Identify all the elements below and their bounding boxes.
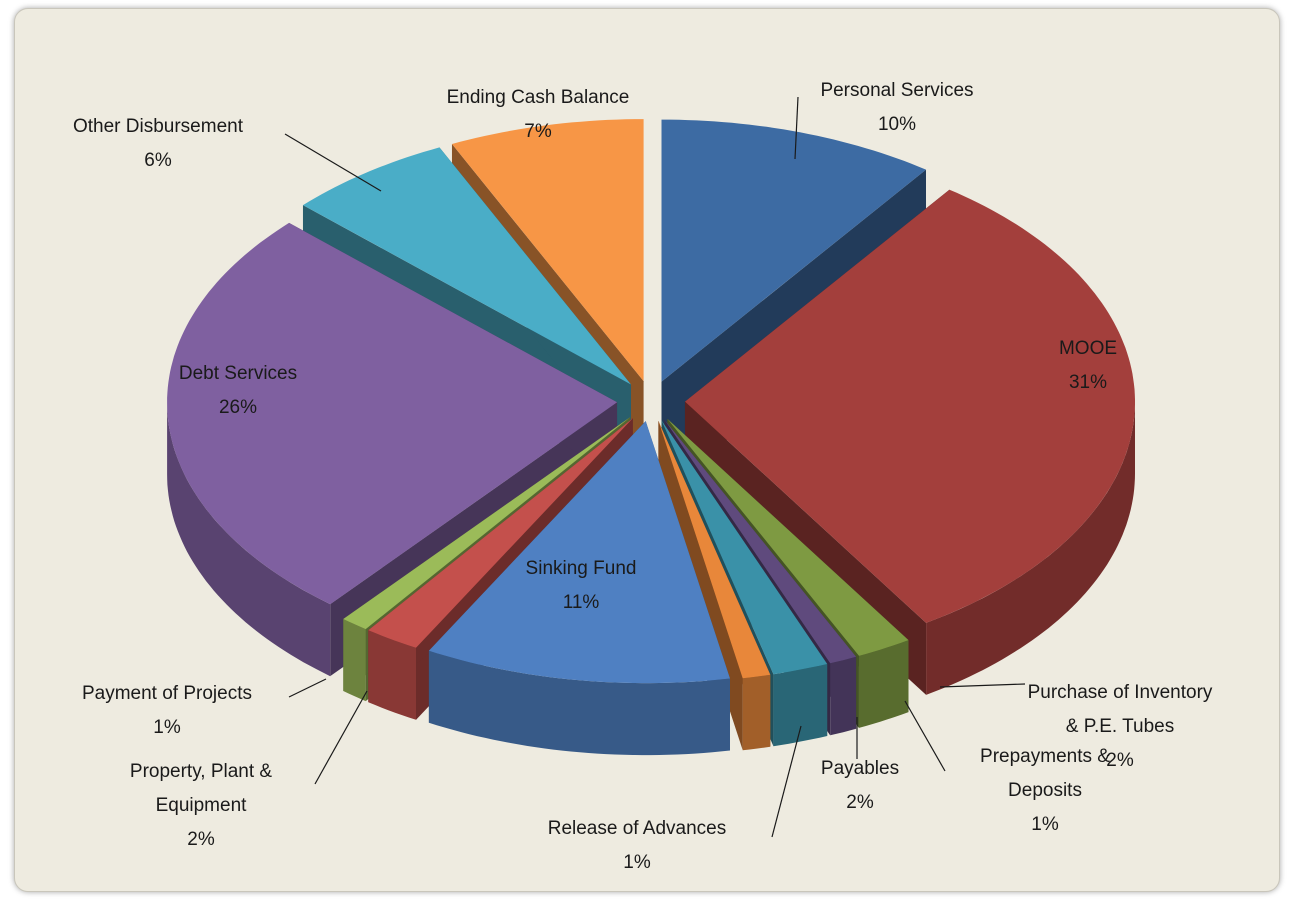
- category-label: Ending Cash Balance: [446, 87, 630, 108]
- slice: [661, 119, 926, 382]
- value-label: 31%: [1068, 372, 1108, 393]
- value-label: 2%: [187, 829, 215, 850]
- value-label: 11%: [562, 592, 600, 613]
- leader-line: [771, 725, 802, 838]
- slice: [685, 189, 1135, 623]
- chart-panel: Personal Services 10% MOOE 31% Purchase of I…: [14, 8, 1280, 892]
- slice-side: [368, 418, 633, 703]
- chart: [167, 96, 1135, 838]
- slice-edge: [368, 630, 416, 720]
- slice-edge: [830, 656, 857, 736]
- data-label: Release of Advances 1%: [517, 812, 757, 880]
- data-label: Debt Services 26%: [163, 357, 313, 425]
- slice: [303, 147, 631, 385]
- category-label: Prepayments & Deposits: [980, 746, 1110, 801]
- slice: [428, 421, 730, 684]
- data-label: Ending Cash Balance 7%: [408, 81, 668, 149]
- data-label: Sinking Fund 11%: [511, 552, 651, 620]
- category-label: Payables: [820, 758, 900, 779]
- leader-line: [284, 133, 382, 192]
- slice-edge: [428, 650, 730, 756]
- value-label: 26%: [218, 397, 258, 418]
- category-label: Personal Services: [820, 80, 974, 101]
- category-label: Debt Services: [178, 363, 298, 384]
- data-label: Payment of Projects 1%: [42, 677, 292, 745]
- value-label: 2%: [846, 792, 874, 813]
- slice-edge: [742, 674, 771, 751]
- category-label: Property, Plant & Equipment: [129, 761, 273, 816]
- value-label: 2%: [1106, 750, 1134, 771]
- data-label: Property, Plant & Equipment 2%: [101, 755, 301, 857]
- category-label: Release of Advances: [547, 818, 727, 839]
- data-label: MOOE 31%: [1028, 332, 1148, 400]
- slice: [452, 119, 644, 382]
- slice: [368, 418, 633, 648]
- slice-edge: [859, 640, 909, 728]
- slice-edge: [773, 664, 828, 747]
- value-label: 1%: [623, 852, 651, 873]
- slice: [664, 419, 857, 664]
- value-label: 1%: [153, 717, 181, 738]
- slice: [667, 418, 909, 656]
- data-label: Personal Services 10%: [797, 74, 997, 142]
- slice-edge: [343, 619, 366, 702]
- leader-line: [314, 690, 368, 785]
- slice: [343, 417, 631, 630]
- data-label: Prepayments & Deposits 1%: [965, 740, 1125, 842]
- data-label: Other Disbursement 6%: [28, 110, 288, 178]
- category-label: Purchase of Inventory & P.E. Tubes: [1027, 682, 1213, 737]
- slice-edge: [926, 401, 1135, 695]
- category-label: Payment of Projects: [81, 683, 253, 704]
- value-label: 10%: [877, 114, 917, 135]
- slice-edge: [167, 402, 331, 677]
- value-label: 1%: [1031, 814, 1059, 835]
- data-label: Purchase of Inventory & P.E. Tubes 2%: [1025, 676, 1215, 778]
- leader-line: [904, 700, 946, 772]
- leader-line: [794, 96, 799, 160]
- value-label: 6%: [144, 150, 172, 171]
- category-label: Sinking Fund: [525, 558, 637, 579]
- value-label: 7%: [524, 121, 552, 142]
- category-label: MOOE: [1058, 338, 1118, 359]
- slice: [661, 420, 828, 675]
- data-label: Payables 2%: [805, 752, 915, 820]
- leader-line: [939, 683, 1026, 688]
- slice: [658, 420, 771, 679]
- leader-line: [288, 678, 327, 698]
- category-label: Other Disbursement: [72, 116, 243, 137]
- slice: [167, 222, 618, 605]
